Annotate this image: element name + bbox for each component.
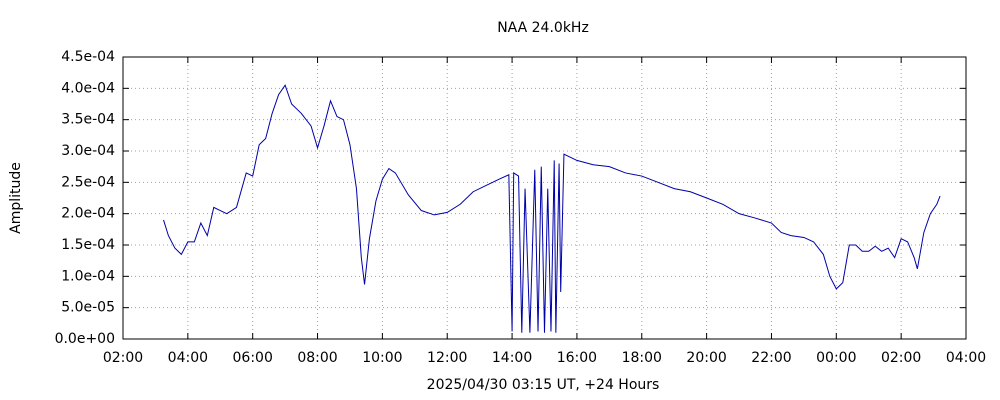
y-tick-label: 3.0e-04: [61, 143, 115, 159]
y-tick-label: 5.0e-05: [61, 300, 115, 316]
y-axis-label: Amplitude: [8, 162, 24, 234]
x-tick-label: 18:00: [622, 350, 662, 366]
y-tick-label: 3.5e-04: [61, 112, 115, 128]
x-tick-label: 20:00: [686, 350, 726, 366]
x-tick-label: 06:00: [233, 350, 273, 366]
plot-frame: [122, 56, 967, 340]
y-tick-label: 2.5e-04: [61, 174, 115, 190]
x-tick-label: 02:00: [881, 350, 921, 366]
x-tick-label: 08:00: [297, 350, 337, 366]
y-tick-label: 1.0e-04: [61, 268, 115, 284]
x-tick-label: 12:00: [427, 350, 467, 366]
y-tick-label: 4.5e-04: [61, 49, 115, 65]
x-tick-label: 22:00: [751, 350, 791, 366]
y-tick-label: 2.0e-04: [61, 206, 115, 222]
x-tick-label: 10:00: [362, 350, 402, 366]
x-axis-label: 2025/04/30 03:15 UT, +24 Hours: [427, 377, 660, 393]
x-tick-label: 16:00: [557, 350, 597, 366]
x-tick-label: 04:00: [946, 350, 986, 366]
y-tick-label: 1.5e-04: [61, 237, 115, 253]
data-line: [163, 84, 941, 333]
x-tick-label: 04:00: [168, 350, 208, 366]
x-tick-label: 02:00: [103, 350, 143, 366]
chart-title: NAA 24.0kHz: [497, 20, 589, 36]
y-tick-label: 4.0e-04: [61, 80, 115, 96]
x-tick-label: 00:00: [816, 350, 856, 366]
y-tick-label: 0.0e+00: [55, 331, 115, 347]
x-tick-label: 14:00: [492, 350, 532, 366]
